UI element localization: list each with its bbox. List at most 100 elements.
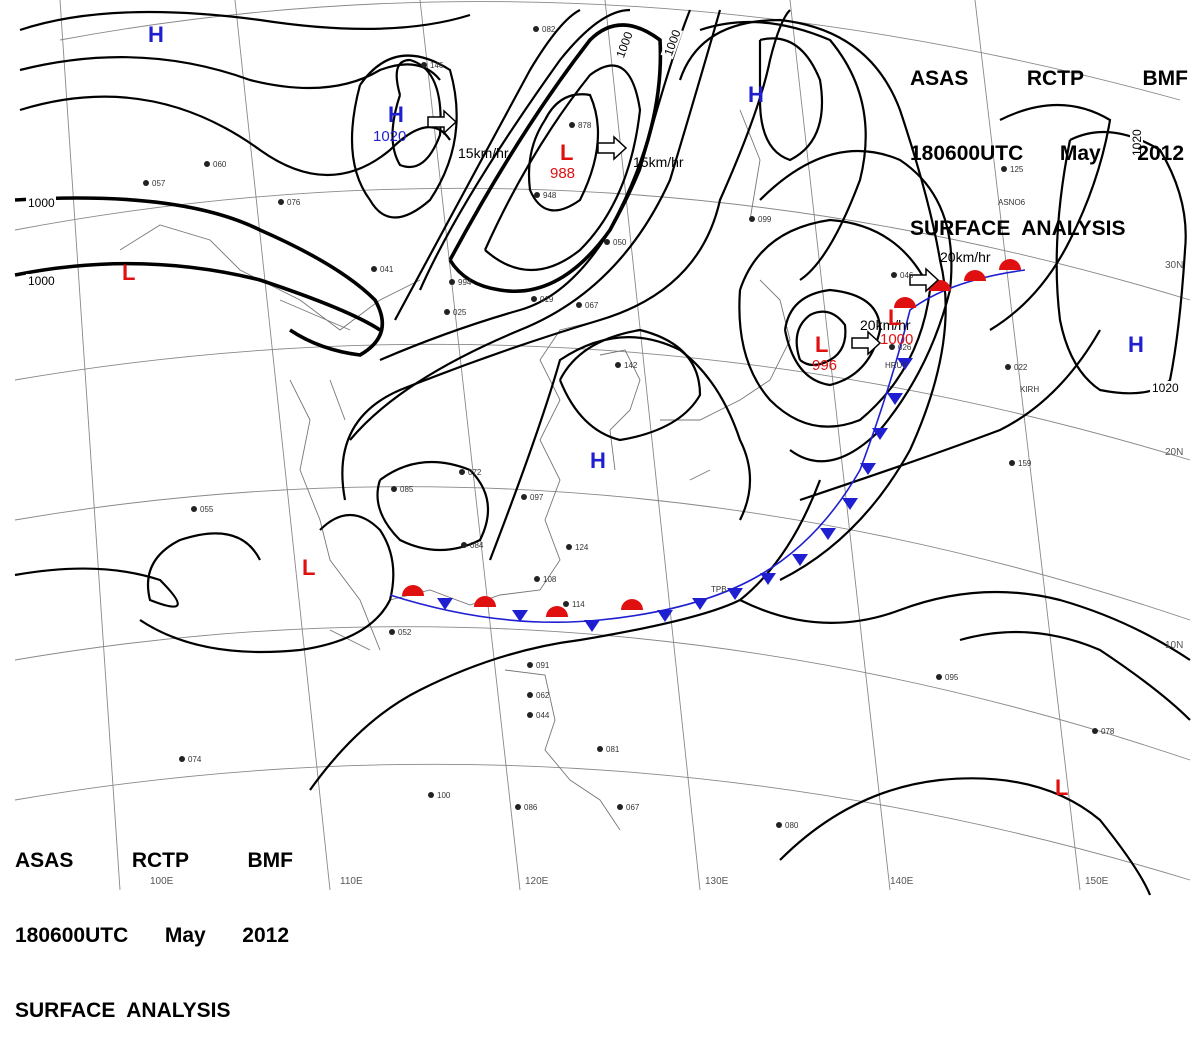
warm-front-symbol: [546, 606, 568, 617]
cold-front-symbol: [792, 554, 808, 566]
station-dot: [889, 344, 895, 350]
header-station: RCTP: [1026, 67, 1085, 90]
longitude-label: 100E: [150, 876, 174, 887]
station-pressure-value: 025: [453, 308, 467, 317]
motion-speed: 15km/hr: [633, 154, 684, 170]
header-product: BMF: [1142, 67, 1189, 90]
cold-front-symbol: [760, 573, 776, 585]
station-pressure-value: 046: [900, 271, 914, 280]
station-dot: [615, 362, 621, 368]
central-pressure: 1000: [880, 331, 913, 348]
high-pressure-center: H: [1128, 332, 1144, 357]
motion-arrow: [597, 135, 628, 161]
warm-front-symbol: [621, 599, 643, 610]
station-dot: [521, 494, 527, 500]
low-pressure-center: L: [122, 260, 135, 285]
station-dot: [1092, 728, 1098, 734]
warm-front-symbol: [402, 585, 424, 596]
station-pressure-value: 074: [188, 755, 202, 764]
cold-front-symbol: [657, 610, 673, 622]
frontal-system: [389, 259, 1026, 632]
warm-front-symbol: [964, 270, 986, 281]
station-dot: [534, 192, 540, 198]
isobar-label-bg: [660, 26, 684, 60]
low-pressure-center: L: [815, 332, 828, 357]
station-dot: [143, 180, 149, 186]
station-pressure-value: 081: [606, 745, 620, 754]
header-bottom-left: ASAS RCTP BMF 180600UTC May 2012 SURFACE ANA…: [15, 798, 293, 1048]
station-dot: [1001, 166, 1007, 172]
station-pressure-value: 044: [536, 711, 550, 720]
motion-speed: 15km/hr: [458, 145, 509, 161]
cold-front-symbol: [897, 358, 913, 370]
motion-arrow: [909, 267, 940, 293]
isobar-label-bg: [26, 274, 56, 287]
header-title: SURFACE ANALYSIS: [15, 999, 231, 1022]
station-pressure-value: 146: [430, 61, 444, 70]
high-pressure-center: H: [388, 102, 404, 127]
isobar-label: 1000: [661, 27, 683, 57]
latitude-label: 20N: [1165, 447, 1183, 458]
header-agency: ASAS: [15, 849, 74, 872]
station-pressure-value: 142: [624, 361, 638, 370]
surface-analysis-map: 1000 1000 1000 1000 1020 1020 15km/hr 15km/hr 2…: [14, 0, 1191, 896]
header-year: 2012: [242, 924, 289, 947]
isobar-label: 1020: [1152, 381, 1179, 395]
cold-front-symbol: [692, 598, 708, 610]
cold-front-symbol: [887, 393, 903, 405]
isobar-label-bg: [1150, 381, 1180, 394]
station-pressure-value: 108: [543, 575, 557, 584]
header-product: BMF: [247, 849, 294, 872]
coastlines: [119, 109, 791, 831]
longitude-label: 130E: [705, 876, 729, 887]
station-dot: [604, 239, 610, 245]
header-year: 2012: [1137, 142, 1184, 165]
header-month: May: [1059, 142, 1101, 165]
station-dot: [428, 792, 434, 798]
high-pressure-center: H: [148, 22, 164, 47]
latitude-label: 10N: [1165, 640, 1183, 651]
longitude-label: 120E: [525, 876, 549, 887]
station-plots: 0821468789480600570760419940190670500251…: [143, 25, 1115, 830]
station-pressure-value: 080: [785, 821, 799, 830]
station-dot: [1009, 460, 1015, 466]
isobar-label: 1000: [28, 274, 55, 288]
station-pressure-value: 114: [572, 600, 585, 609]
longitude-label: 150E: [1085, 876, 1109, 887]
cold-front-symbol: [512, 610, 528, 622]
longitude-label: 110E: [340, 876, 363, 887]
station-dot: [515, 804, 521, 810]
station-id: KIRH: [1020, 385, 1039, 394]
station-dot: [527, 712, 533, 718]
header-time: 180600UTC: [910, 142, 1024, 165]
station-pressure-value: 072: [468, 468, 482, 477]
station-pressure-value: 099: [758, 215, 772, 224]
station-pressure-value: 041: [380, 265, 394, 274]
station-dot: [527, 662, 533, 668]
low-pressure-center: L: [1055, 775, 1068, 800]
motion-arrow: [851, 330, 882, 356]
station-id: TPB: [711, 585, 727, 594]
station-pressure-value: 878: [578, 121, 592, 130]
station-pressure-value: 022: [1014, 363, 1028, 372]
station-dot: [597, 746, 603, 752]
cold-front-symbol: [860, 463, 876, 475]
cold-front-symbol: [842, 498, 858, 510]
station-dot: [576, 302, 582, 308]
station-dot: [191, 506, 197, 512]
station-pressure-value: 125: [1010, 165, 1024, 174]
warm-front-symbol: [999, 259, 1021, 270]
low-pressure-center: L: [302, 555, 315, 580]
station-id: ASNO6: [998, 198, 1026, 207]
header-top-right: ASAS RCTP BMF 180600UTC May 2012 SURFACE ANA…: [910, 16, 1188, 266]
motion-arrow: [427, 109, 458, 135]
isobar-labels: 1000 1000 1000 1000 1020 1020: [26, 26, 1180, 395]
station-dot: [534, 576, 540, 582]
station-pressure-value: 097: [530, 493, 544, 502]
station-pressure-value: 019: [540, 295, 554, 304]
stationary-front-line: [389, 269, 1026, 623]
header-title: SURFACE ANALYSIS: [910, 217, 1126, 240]
station-dot: [776, 822, 782, 828]
station-dot: [1005, 364, 1011, 370]
station-pressure-value: 057: [152, 179, 166, 188]
